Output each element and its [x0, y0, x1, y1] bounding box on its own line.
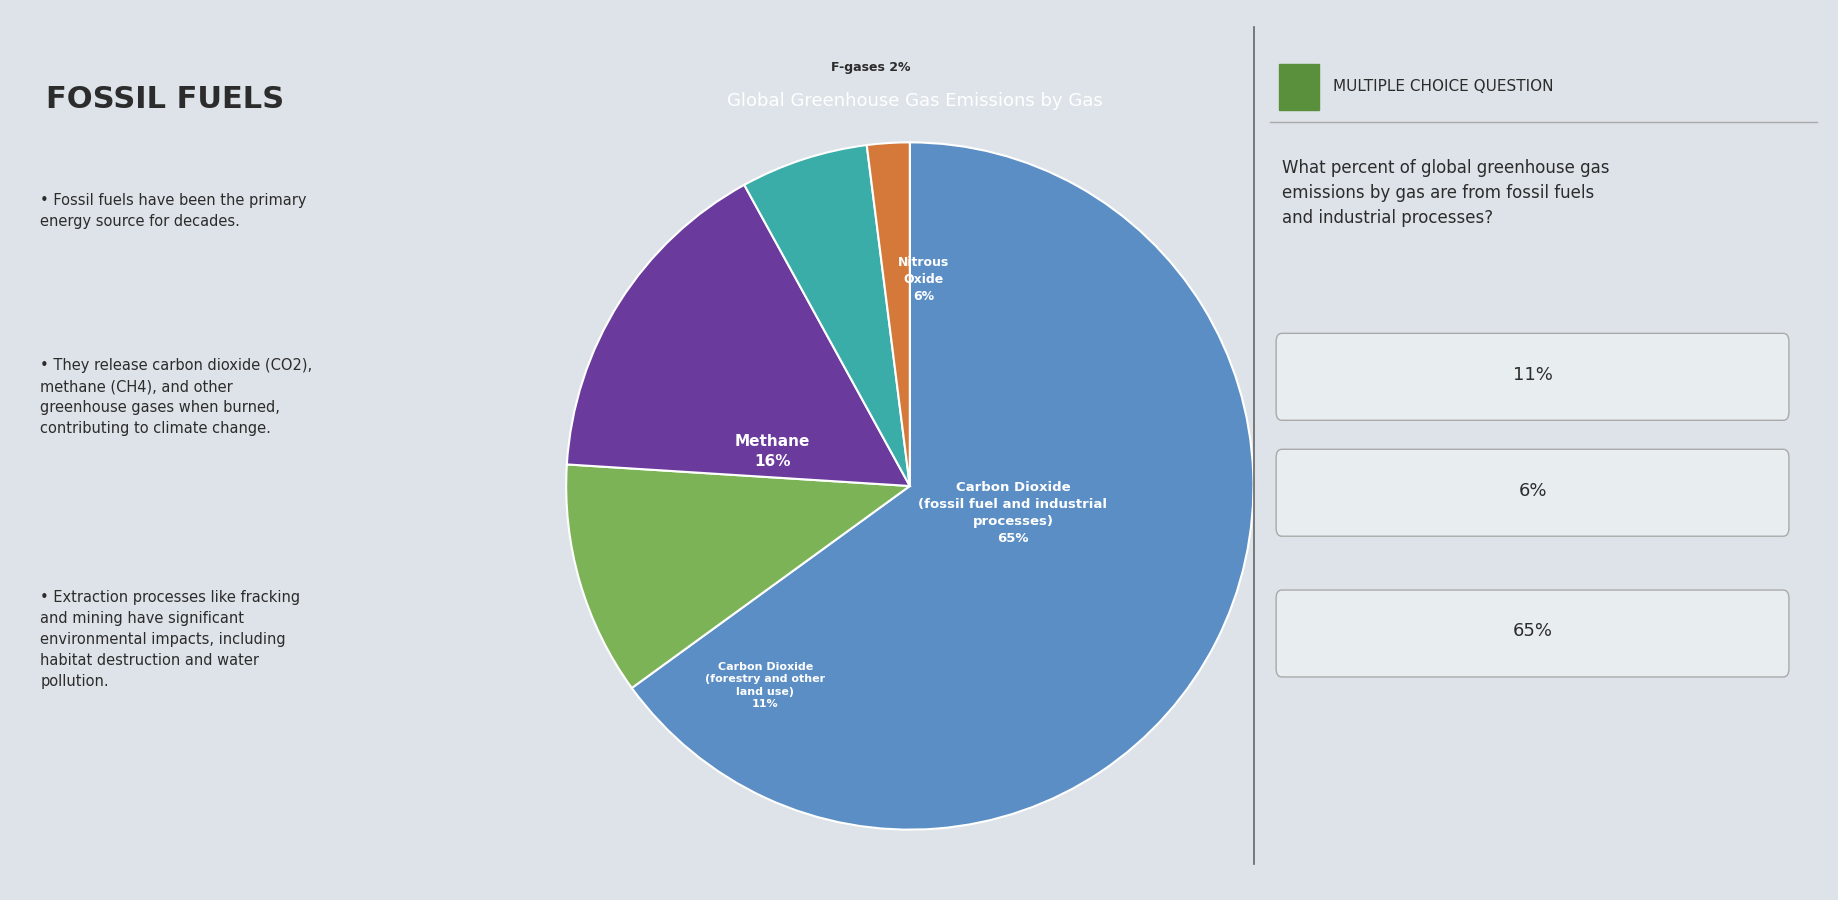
Text: Carbon Dioxide
(forestry and other
land use)
11%: Carbon Dioxide (forestry and other land …	[706, 662, 825, 709]
Text: • Extraction processes like fracking
and mining have significant
environmental i: • Extraction processes like fracking and…	[40, 590, 301, 689]
Wedge shape	[744, 145, 910, 486]
Text: Methane
16%: Methane 16%	[735, 434, 811, 469]
Text: FOSSIL FUELS: FOSSIL FUELS	[46, 85, 285, 114]
Text: • Fossil fuels have been the primary
energy source for decades.: • Fossil fuels have been the primary ene…	[40, 193, 307, 229]
Text: 11%: 11%	[1513, 365, 1553, 383]
Text: Nitrous
Oxide
6%: Nitrous Oxide 6%	[899, 256, 948, 303]
Text: F-gases 2%: F-gases 2%	[831, 61, 910, 74]
Text: • They release carbon dioxide (CO2),
methane (CH4), and other
greenhouse gases w: • They release carbon dioxide (CO2), met…	[40, 358, 312, 436]
Wedge shape	[868, 142, 910, 486]
FancyBboxPatch shape	[1276, 449, 1788, 536]
Text: Carbon Dioxide
(fossil fuel and industrial
processes)
65%: Carbon Dioxide (fossil fuel and industri…	[919, 482, 1108, 545]
Text: 65%: 65%	[1513, 623, 1553, 641]
FancyBboxPatch shape	[1279, 64, 1320, 110]
Text: MULTIPLE CHOICE QUESTION: MULTIPLE CHOICE QUESTION	[1333, 79, 1553, 94]
Wedge shape	[566, 464, 910, 688]
FancyBboxPatch shape	[1276, 590, 1788, 677]
Text: What percent of global greenhouse gas
emissions by gas are from fossil fuels
and: What percent of global greenhouse gas em…	[1281, 159, 1610, 228]
Wedge shape	[632, 142, 1254, 830]
Text: Global Greenhouse Gas Emissions by Gas: Global Greenhouse Gas Emissions by Gas	[726, 93, 1103, 111]
Wedge shape	[566, 184, 910, 486]
FancyBboxPatch shape	[1276, 333, 1788, 420]
Text: 6%: 6%	[1518, 482, 1548, 500]
